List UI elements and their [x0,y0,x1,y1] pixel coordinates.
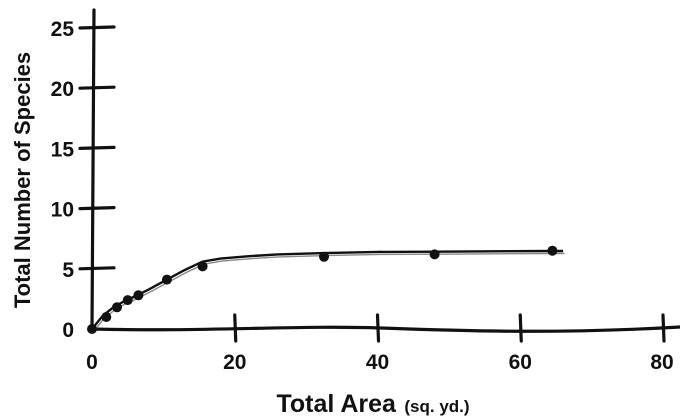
x-axis-ticks: 0 20 40 60 80 [86,313,674,374]
x-tick-mark [375,313,381,343]
data-point [133,290,144,301]
y-tick-mark [78,206,116,211]
data-point [319,251,329,262]
x-tick-label: 0 [86,351,98,374]
data-point [112,302,122,313]
y-tick-label: 5 [62,259,74,282]
y-tick-label: 20 [51,78,74,101]
data-point [429,249,440,260]
y-axis-title: Total Number of Species [10,52,35,308]
y-tick-mark [78,145,116,150]
data-point [87,324,97,334]
fitted-curve-line [91,249,564,330]
fitted-curve-group [91,249,565,332]
data-point [547,245,558,256]
data-point [122,295,133,306]
x-tick-label: 20 [223,351,246,374]
data-point [161,274,172,285]
x-axis-title-group: Total Area (sq. yd.) [276,390,469,418]
axes [90,8,680,333]
x-tick-label: 40 [366,351,389,374]
x-axis-line [90,325,680,333]
y-axis-line [90,8,96,331]
data-points [87,245,558,334]
data-point [101,312,112,322]
x-axis-title: Total Area [276,390,397,418]
y-axis-ticks: 0 5 10 15 20 25 [51,18,116,342]
y-tick-mark [78,25,116,30]
x-tick-label: 60 [509,351,532,374]
y-tick-label: 15 [51,138,75,161]
x-tick-mark [233,313,238,343]
x-tick-mark [518,313,523,343]
x-tick-mark [661,313,666,343]
y-tick-label: 0 [62,319,74,342]
y-tick-mark [78,85,116,90]
data-point [197,261,208,272]
x-tick-label: 80 [650,351,673,374]
y-tick-label: 25 [51,18,75,41]
x-axis-unit: (sq. yd.) [404,397,469,416]
curve-shadow-line [92,252,565,332]
y-tick-label: 10 [51,199,74,222]
y-tick-mark [78,266,116,271]
